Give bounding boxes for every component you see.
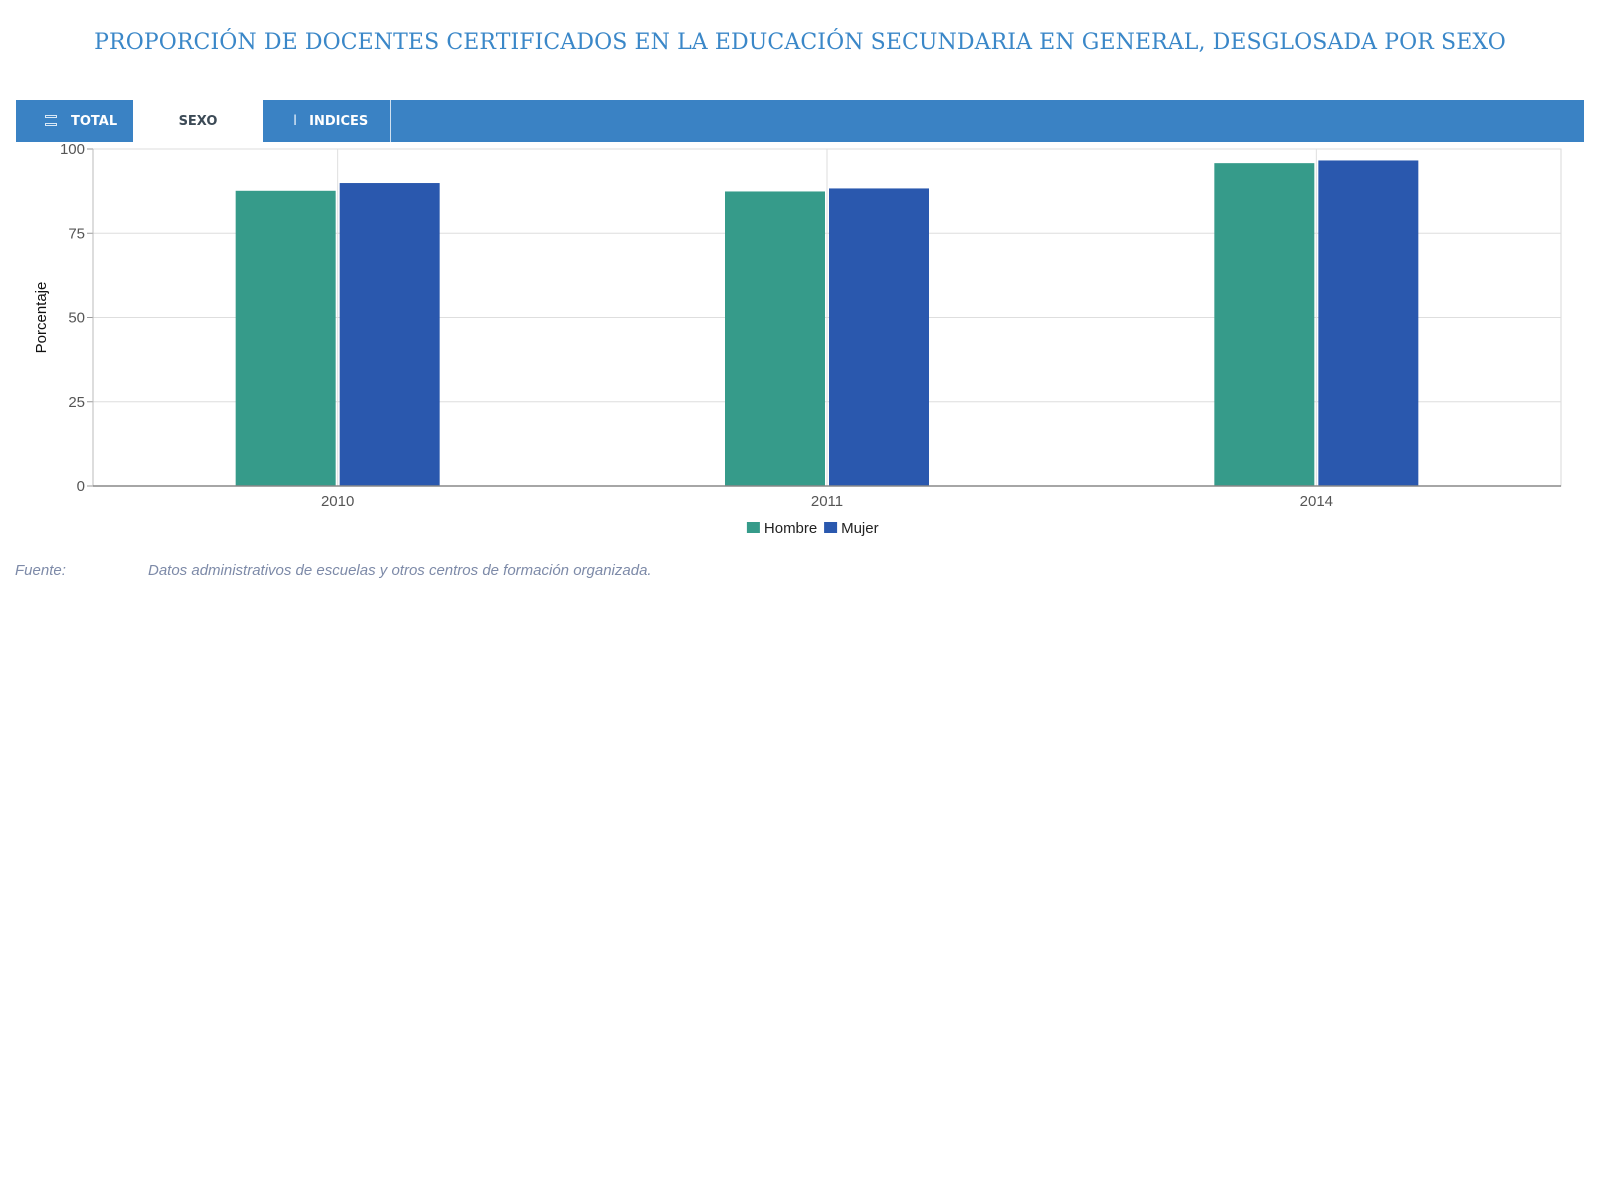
chart-container: 0 25 50 75 100 Porcentaje 2010 2011 2014 Hombre Mu… — [0, 0, 1600, 560]
tab-sexo-label: SEXO — [178, 113, 218, 129]
y-tick-label: 100 — [60, 141, 85, 158]
y-tick-label: 75 — [68, 225, 85, 242]
y-tick-label: 50 — [68, 310, 85, 327]
y-axis-label: Porcentaje — [33, 282, 50, 354]
bar-mujer-2014 — [1318, 160, 1419, 486]
y-tick-label: 25 — [68, 394, 85, 411]
bar-hombre-2014 — [1214, 163, 1315, 487]
tab-sexo[interactable]: SEXO — [133, 100, 263, 142]
source-label: Fuente: — [15, 562, 66, 579]
x-tick-label: 2011 — [811, 493, 843, 510]
legend-label-hombre: Hombre — [764, 520, 817, 537]
legend-swatch-mujer — [824, 522, 838, 533]
tab-total[interactable]: TOTAL — [16, 100, 133, 142]
list-icon — [45, 114, 57, 128]
tab-indices[interactable]: I INDICES — [263, 100, 391, 142]
tab-total-label: TOTAL — [71, 113, 118, 129]
bar-hombre-2010 — [235, 190, 336, 486]
bar-mujer-2011 — [829, 188, 929, 486]
bar-mujer-2010 — [339, 183, 440, 487]
cursor-icon: I — [293, 113, 298, 129]
bar-chart: 0 25 50 75 100 Porcentaje 2010 2011 2014 Hombre Mu… — [33, 141, 1562, 537]
tab-indices-label: INDICES — [309, 113, 369, 129]
legend-swatch-hombre — [746, 522, 760, 533]
legend-label-mujer: Mujer — [841, 520, 879, 537]
page-title: PROPORCIÓN DE DOCENTES CERTIFICADOS EN L… — [94, 30, 1506, 55]
x-tick-label: 2014 — [1300, 493, 1333, 510]
x-tick-label: 2010 — [321, 493, 354, 510]
tab-bar: TOTAL SEXO I INDICES — [16, 100, 1584, 142]
y-tick-label: 0 — [77, 478, 85, 495]
source-text: Datos administrativos de escuelas y otro… — [148, 562, 652, 579]
bar-hombre-2011 — [725, 191, 825, 486]
